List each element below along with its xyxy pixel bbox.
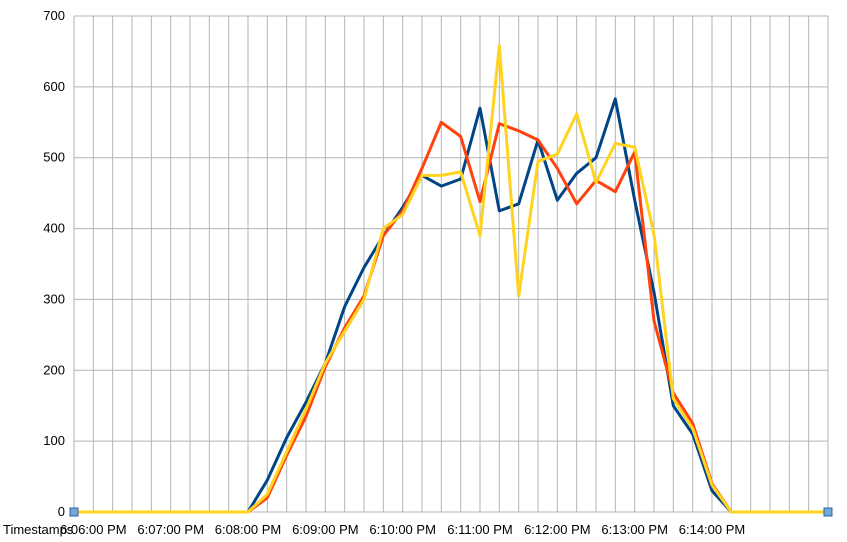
x-tick-label: 6:12:00 PM [524,522,591,537]
y-tick-label: 100 [43,433,65,448]
selection-handles[interactable] [69,507,833,517]
selection-handle-right[interactable] [823,507,833,517]
y-axis-ticks: 0 100 200 300 400 500 600 700 [43,8,65,519]
series-line-3 [72,44,830,514]
y-tick-label: 700 [43,8,65,23]
x-tick-label: 6:06:00 PM [60,522,127,537]
x-tick-label: 6:10:00 PM [369,522,436,537]
series-line-2 [72,120,830,514]
y-tick-label: 400 [43,221,65,236]
series-line-1 [72,97,830,514]
x-tick-label: 6:13:00 PM [601,522,668,537]
y-tick-label: 0 [58,504,65,519]
y-tick-label: 300 [43,291,65,306]
chart-series [72,44,830,514]
x-tick-label: 6:11:00 PM [447,522,513,537]
y-tick-label: 200 [43,362,65,377]
y-tick-label: 500 [43,150,65,165]
x-tick-label: 6:08:00 PM [215,522,282,537]
selection-handle-left[interactable] [69,507,79,517]
chart-grid [73,15,829,513]
x-axis-ticks: 6:06:00 PM 6:07:00 PM 6:08:00 PM 6:09:00 PM… [60,522,745,537]
x-axis-label: Timestamps [3,522,74,537]
y-tick-label: 600 [43,79,65,94]
x-tick-label: 6:07:00 PM [137,522,204,537]
x-tick-label: 6:09:00 PM [292,522,359,537]
x-tick-label: 6:14:00 PM [679,522,746,537]
